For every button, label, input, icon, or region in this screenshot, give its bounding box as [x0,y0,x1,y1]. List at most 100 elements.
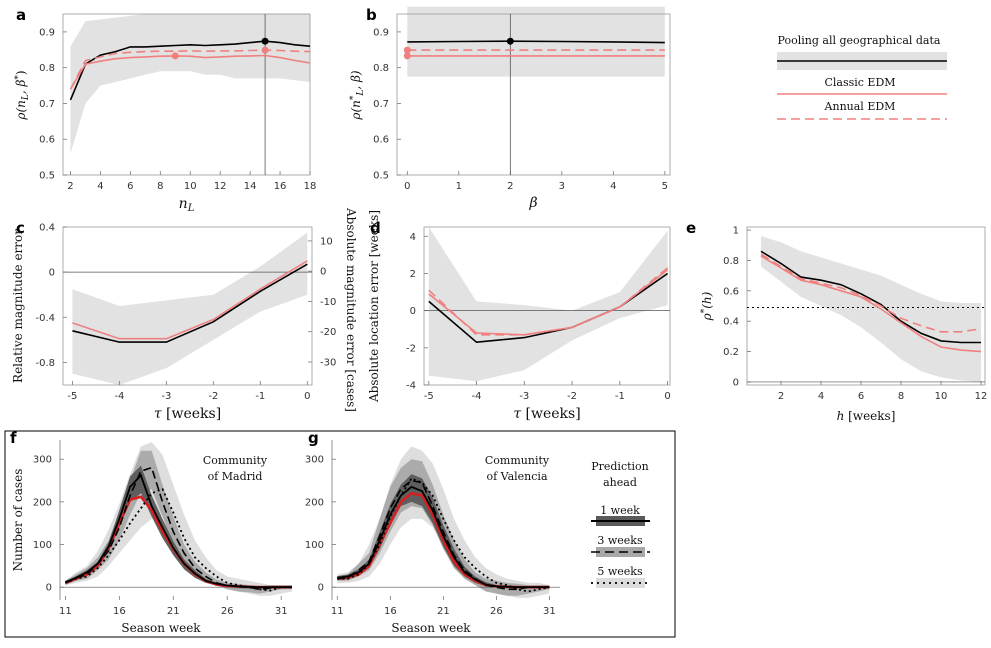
y-tick-label: 0 [46,583,52,594]
panel-e: e00.20.40.60.812 4 6 8 10 12h [weeks]ρ*(h) [686,219,987,423]
x-axis-label-c: τ [weeks] [154,406,221,422]
x-tick-label: 12 [214,181,227,192]
optimum-marker-a [261,37,269,45]
x-axis-label-b: β [528,195,537,211]
axes-frame-a [62,13,311,176]
x-tick-label: 2 [67,181,73,192]
y-axis-label-a: ρ(nL, β*) [14,70,31,120]
x-tick-label: -2 [208,391,218,402]
x-tick-label: 31 [275,606,288,617]
panel-f: f 0 100 200 300 11 16 21 26 31 Season week Number o… [10,429,293,635]
x-tick-label: 8 [157,181,163,192]
y-tick-label: 0.9 [373,27,389,38]
y-tick-label: 0.2 [723,347,739,358]
y-tick-label: -0.4 [35,313,55,324]
y2-tick-label: -20 [320,327,336,338]
x-tick-label: 14 [244,181,257,192]
series-a-pooling-all-geographical-data [69,40,311,101]
axes-frame-d [423,226,671,386]
y-tick-label: 100 [305,540,324,551]
panel-label-a: a [16,6,26,24]
x-tick-label: -4 [472,391,482,402]
y-tick-label: 2 [410,269,416,280]
y-tick-label: 0 [410,306,416,317]
series-e-annual-edm [760,253,982,333]
series-b-pooling-all-geographical-data [407,40,665,44]
x-tick-label: 0 [664,391,670,402]
x-tick-label: 26 [221,606,234,617]
y-tick-label: 0.7 [39,99,55,110]
x-tick-label: -5 [67,391,77,402]
y-tick-label: 0 [733,377,739,388]
y-axis-label-c: Relative magnitude error [11,229,25,383]
x-tick-label: 11 [331,606,344,617]
x-tick-label: 6 [127,181,133,192]
panel-label-f: f [10,429,17,447]
y2-axis-label-c: Absolute magnitude error [cases] [344,207,358,412]
x-tick-label: 6 [858,391,864,402]
x-tick-label: 3 [559,181,565,192]
series-c-pooling-all-geographical-data [72,263,308,343]
legend-bottom-5w-label: 5 weeks [597,565,643,578]
y-tick-label: 200 [305,497,324,508]
x-tick-label: 2 [778,391,784,402]
series-a-classic-edm [69,54,311,90]
legend-bottom-1w-label: 1 week [600,504,640,517]
x-tick-label: 31 [543,606,556,617]
series-g-5-weeks [337,477,550,593]
x-tick-label: 1 [456,181,462,192]
y-axis-label-f: Number of cases [11,469,25,572]
legend-bottom-title-2: ahead [603,476,637,489]
panel-a: a 0.5 0.6 0.7 0.8 0.9 2 4 6 8 10 12 14 16 18 nL ρ(nL, β*… [14,6,316,214]
y-tick-label: 300 [33,455,52,466]
x-tick-label: -3 [161,391,171,402]
y-tick-label: 0.4 [723,317,739,328]
y-tick-label: 0.4 [39,223,55,234]
series-f-3-weeks [65,466,292,591]
panel-label-d: d [370,219,381,237]
y-tick-label: -0.8 [35,358,55,369]
legend-bottom-3w-label: 3 weeks [597,534,643,547]
legend-bottom: Prediction ahead 1 week 3 weeks 5 weeks [591,460,650,588]
y-tick-label: 0.6 [39,135,55,146]
x-axis-label-a: nL [179,196,195,214]
legend-bottom-title-1: Prediction [591,460,649,473]
y-tick-label: 0.8 [39,63,55,74]
panel-label-b: b [366,6,377,24]
y-tick-label: 0.5 [373,171,389,182]
panel-label-g: g [308,429,319,447]
x-tick-label: 2 [507,181,513,192]
x-tick-label: 16 [113,606,126,617]
series-c-classic-edm [72,260,308,340]
band-a [70,14,310,154]
series-g-3-weeks [337,479,550,591]
x-tick-label: -1 [255,391,265,402]
y-tick-label: 0.6 [723,286,739,297]
x-tick-label: -5 [424,391,434,402]
optimum-marker-b [506,37,514,45]
legend-top: Pooling all geographical data Classic ED… [777,34,947,120]
panel-g: g 0 100 200 300 11 16 21 26 31 Season week Communit… [305,429,560,635]
series-d-classic-edm [428,269,669,336]
y2-tick-label: -10 [320,297,336,308]
x-tick-label: 11 [59,606,72,617]
band-d [428,227,668,382]
y2-tick-label: 0 [320,267,326,278]
x-tick-label: 21 [437,606,450,617]
x-tick-label: 16 [384,606,397,617]
band-e [761,236,981,382]
y-tick-label: 0 [318,583,324,594]
y-tick-label: 200 [33,497,52,508]
x-tick-label: 18 [304,181,317,192]
y-tick-label: 4 [410,232,416,243]
panel-b: b 0.5 0.6 0.7 0.8 0.9 0 1 2 3 4 5 β ρ(n*L, β) [349,6,671,211]
chart-title-line2-f: of Madrid [208,470,263,483]
series-f-1-week [65,473,292,589]
panel-label-e: e [686,219,696,237]
legend-top-annual-label: Annual EDM [824,100,896,113]
x-axis-label-e: h [weeks] [837,409,896,423]
x-tick-label: 5 [662,181,668,192]
x-tick-label: 26 [490,606,503,617]
x-tick-label: 10 [184,181,197,192]
